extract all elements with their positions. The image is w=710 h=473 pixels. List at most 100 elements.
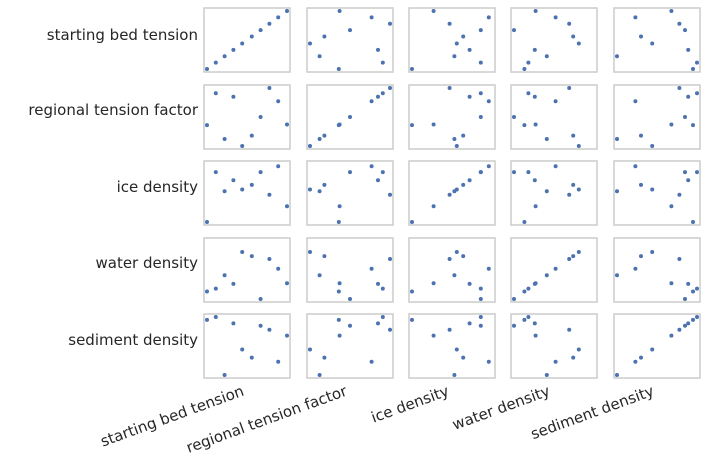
point-0-4-3	[686, 47, 691, 52]
point-1-0-2	[222, 137, 227, 141]
row-label-0: starting bed tension	[47, 26, 198, 44]
point-4-0-5	[249, 355, 254, 360]
point-3-2-7	[447, 257, 452, 261]
point-2-0-9	[285, 204, 289, 209]
point-3-1-0	[336, 289, 341, 294]
point-4-3-7	[567, 327, 572, 332]
panel-2-3	[510, 160, 598, 226]
point-0-4-7	[677, 21, 682, 26]
point-4-1-0	[336, 317, 341, 322]
point-3-3-6	[512, 297, 516, 301]
row-label-1: regional tension factor	[28, 101, 198, 119]
panel-0-0	[203, 7, 291, 73]
point-2-2-7	[447, 192, 452, 197]
point-0-0-7	[267, 21, 272, 26]
point-1-3-7	[567, 86, 572, 90]
point-4-1-9	[337, 333, 342, 338]
point-2-2-9	[431, 204, 436, 209]
point-1-0-7	[267, 86, 272, 90]
point-2-2-8	[486, 164, 491, 169]
point-4-1-4	[308, 347, 312, 352]
point-3-2-6	[478, 297, 483, 301]
point-4-3-9	[533, 333, 538, 338]
point-0-3-5	[571, 34, 576, 39]
point-2-0-1	[213, 170, 218, 175]
point-4-0-4	[240, 347, 245, 352]
point-3-4-5	[639, 254, 643, 259]
point-4-2-2	[452, 373, 457, 377]
point-3-0-7	[267, 257, 272, 261]
point-3-2-8	[486, 266, 491, 271]
point-2-3-3	[532, 178, 537, 183]
row-label-4: sediment density	[68, 331, 198, 349]
point-3-1-3	[376, 281, 380, 286]
point-4-1-8	[369, 359, 374, 364]
point-2-3-2	[544, 189, 549, 194]
point-0-2-0	[410, 67, 414, 71]
point-3-3-8	[553, 266, 558, 271]
point-4-4-1	[695, 315, 699, 319]
panel-frame	[203, 84, 291, 150]
point-4-4-7	[677, 327, 682, 332]
point-0-3-8	[553, 15, 558, 20]
point-3-3-5	[571, 254, 576, 259]
panel-4-1	[306, 313, 394, 379]
point-1-4-3	[686, 94, 691, 99]
point-4-4-6	[683, 323, 687, 328]
point-2-3-9	[533, 204, 538, 209]
panel-frame	[203, 313, 291, 379]
point-1-2-7	[447, 86, 452, 90]
panel-2-4	[613, 160, 701, 226]
point-0-2-3	[467, 47, 472, 52]
point-3-2-9	[431, 281, 436, 286]
point-4-0-9	[285, 333, 289, 338]
point-4-3-6	[512, 323, 516, 328]
point-2-3-1	[526, 170, 531, 175]
point-3-3-4	[576, 250, 581, 254]
panels	[203, 7, 701, 379]
panel-frame	[306, 313, 394, 379]
point-3-0-2	[222, 273, 227, 278]
point-2-0-5	[249, 182, 254, 187]
row-label-3: water density	[95, 254, 198, 272]
point-0-2-6	[478, 28, 483, 33]
panel-0-2	[408, 7, 496, 73]
point-0-1-6	[348, 28, 352, 33]
point-0-4-5	[639, 34, 643, 39]
panel-2-1	[306, 160, 394, 226]
point-0-4-9	[669, 9, 674, 13]
point-1-2-1	[478, 91, 483, 96]
point-1-4-1	[695, 91, 699, 96]
point-2-3-8	[553, 164, 558, 169]
point-1-2-9	[431, 122, 436, 127]
point-0-1-4	[308, 41, 312, 46]
panel-1-3	[510, 84, 598, 150]
point-3-0-3	[231, 281, 236, 286]
point-2-3-6	[512, 170, 516, 175]
point-2-3-7	[567, 192, 572, 197]
point-0-0-8	[276, 15, 281, 20]
point-1-3-2	[544, 137, 549, 141]
point-3-4-4	[650, 250, 655, 254]
point-0-0-1	[213, 60, 218, 65]
point-1-3-5	[571, 133, 576, 138]
point-2-1-8	[369, 164, 374, 169]
point-1-3-0	[522, 123, 527, 128]
point-4-3-3	[532, 321, 537, 326]
point-3-1-4	[308, 250, 312, 254]
point-0-4-0	[691, 67, 695, 71]
point-3-1-5	[322, 254, 327, 259]
point-1-4-9	[669, 122, 674, 127]
point-4-2-9	[431, 333, 436, 338]
panel-4-3	[510, 313, 598, 379]
panel-3-0	[203, 237, 291, 303]
panel-frame	[613, 237, 701, 303]
point-0-3-1	[526, 60, 531, 65]
row-labels: starting bed tension regional tension fa…	[28, 26, 198, 349]
point-4-4-5	[639, 355, 643, 360]
point-2-1-2	[317, 189, 322, 194]
point-1-3-4	[576, 144, 581, 148]
point-2-1-4	[308, 187, 312, 192]
panel-frame	[408, 313, 496, 379]
